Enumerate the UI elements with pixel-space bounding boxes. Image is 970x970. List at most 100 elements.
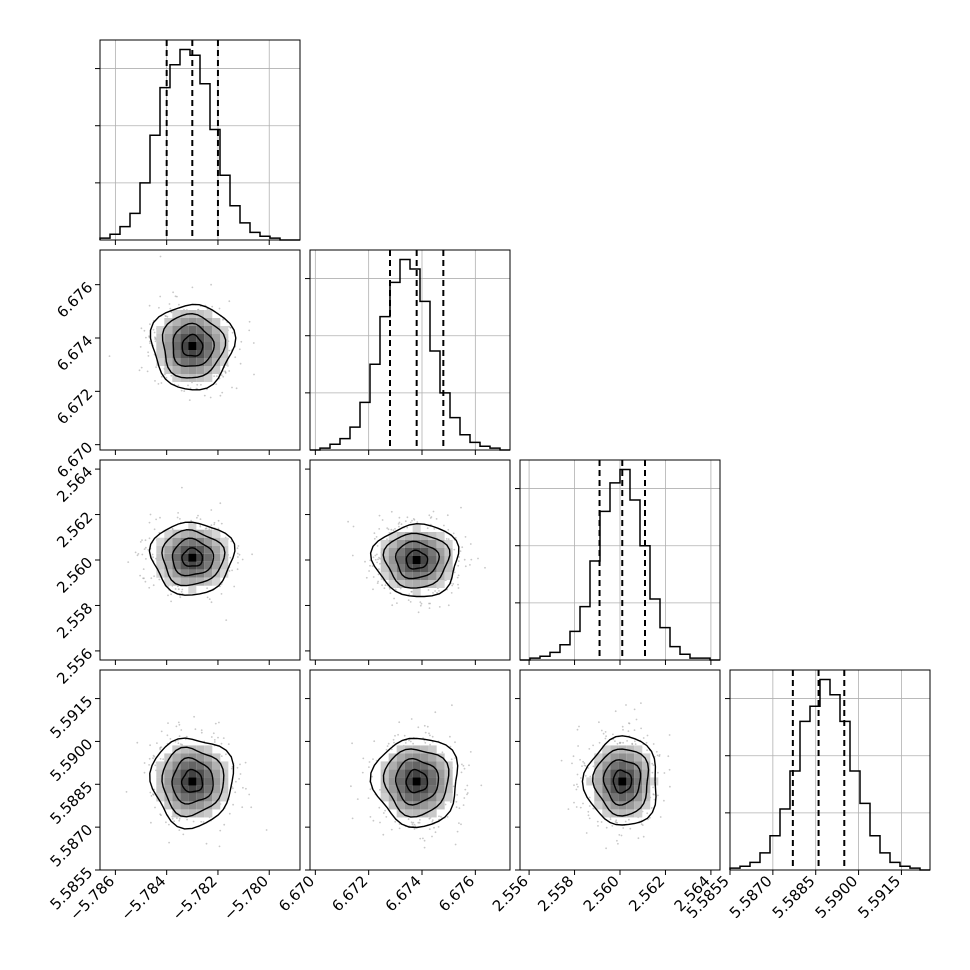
density-bin [396,572,405,580]
density-bin [172,777,181,786]
density-bin [428,769,437,778]
scatter-point [633,729,636,731]
density-bin [594,769,603,778]
x-tick-label: 5.5885 [769,872,819,922]
scatter-point [455,806,458,809]
density-bin [196,793,205,802]
scatter-point [148,340,151,343]
scatter-point [386,745,389,747]
y-tick-label: 2.558 [53,599,96,642]
scatter-point [454,536,457,539]
scatter-point [210,509,213,511]
scatter-point [394,588,397,591]
density-bin [396,745,405,754]
scatter-point [356,798,359,800]
density-bin [634,777,643,786]
scatter-point [652,743,655,745]
density-bin [428,785,437,794]
density-bin [618,809,627,818]
scatter-point [225,619,228,621]
scatter-point [153,331,156,334]
scatter-point [457,583,459,586]
scatter-point [410,718,413,720]
density-bin [212,801,221,810]
density-bin [180,753,189,762]
y-tick-label: 6.672 [53,385,96,428]
contour-level-3 [369,737,459,829]
scatter-point [238,553,241,556]
scatter-point [250,806,253,809]
scatter-point [456,794,459,796]
scatter-point [176,817,178,819]
scatter-point [383,587,386,590]
scatter-point [587,810,590,813]
scatter-point [462,764,465,767]
contour-level-1 [394,540,441,580]
scatter-point [659,816,662,818]
scatter-point [393,741,395,744]
density-bin [172,769,181,778]
scatter-point [466,784,469,787]
scatter-point [252,342,255,344]
scatter-point [456,576,459,579]
scatter-point [438,606,441,608]
density-bin [420,793,429,802]
scatter-point [616,839,618,842]
density-bin [380,548,389,556]
scatter-point [424,731,427,734]
scatter-point [455,800,458,803]
scatter-point [409,740,412,743]
scatter-point [663,799,665,802]
density-bin [212,753,221,762]
scatter-point [236,568,239,571]
scatter-point [616,742,619,745]
scatter-point [231,331,234,334]
scatter-point [445,538,448,540]
density-bin [180,569,189,578]
scatter-point [154,340,157,343]
density-bin [626,785,635,794]
scatter-point [229,556,232,559]
density-bin [388,761,397,770]
scatter-point [171,817,174,820]
scatter-point [191,286,194,289]
scatter-point [154,764,157,767]
density-bin [164,793,173,802]
density-panel-0-2 [127,486,254,621]
scatter-point [413,519,416,521]
scatter-point [390,748,393,751]
scatter-point [239,362,242,365]
scatter-point [180,729,183,731]
scatter-point [189,387,192,390]
scatter-point [172,291,175,294]
density-bin [172,577,181,586]
scatter-point [368,766,370,768]
density-bin [156,793,165,802]
scatter-point [108,355,111,357]
scatter-point [460,771,463,774]
density-bin [180,310,189,318]
density-bin [164,537,173,546]
scatter-point [617,842,619,845]
density-bin [412,809,421,818]
scatter-point [429,743,431,746]
x-tick-label: 5.5900 [812,872,862,922]
scatter-point [210,601,213,604]
scatter-point [234,791,237,794]
scatter-point [640,702,642,704]
scatter-point [438,590,440,592]
density-bin [172,318,181,326]
density-frame-0-3 [99,669,301,871]
scatter-point [160,814,162,817]
scatter-point [628,722,631,725]
scatter-point [379,788,381,791]
scatter-point [155,518,158,521]
scatter-point [223,823,226,826]
density-bin [436,556,445,564]
scatter-point [576,783,578,786]
density-bin [380,572,389,580]
density-bin [196,769,205,778]
scatter-point [238,348,241,351]
scatter-point [577,745,579,747]
scatter-point [592,744,594,747]
